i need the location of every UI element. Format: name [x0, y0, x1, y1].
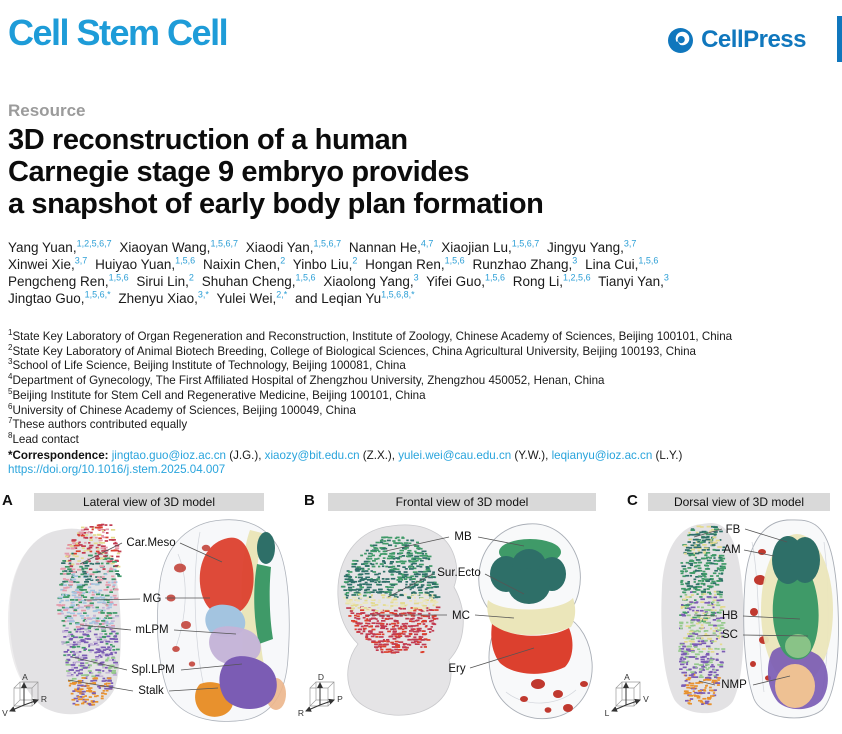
- publisher-name: CellPress: [701, 26, 806, 53]
- accent-bar: [837, 16, 842, 62]
- author: Zhenyu Xiao,3,*: [118, 289, 209, 306]
- author: Hongan Ren,1,5,6: [365, 255, 465, 272]
- panel-title: Frontal view of 3D model: [328, 493, 596, 511]
- doi-line: https://doi.org/10.1016/j.stem.2025.04.0…: [8, 463, 834, 478]
- author: Runzhao Zhang,3: [472, 255, 578, 272]
- affiliation: 2State Key Laboratory of Animal Biotech …: [8, 342, 697, 358]
- figure-1: A Lateral view of 3D model: [0, 492, 842, 734]
- axis-letter: A: [624, 672, 630, 682]
- author: Xiaoyan Wang,1,5,6,7: [119, 238, 238, 255]
- axis-letter: L: [605, 708, 610, 718]
- author: Yinbo Liu,2: [292, 255, 358, 272]
- callout-label: MC: [452, 610, 470, 622]
- point-cloud: [678, 525, 727, 706]
- correspondence-email[interactable]: xiaozy@bit.edu.cn: [264, 448, 360, 462]
- callout-label: MB: [454, 531, 472, 543]
- panel-c: C Dorsal view of 3D model: [602, 492, 842, 734]
- article-type-label: Resource: [8, 101, 86, 120]
- author: Yifei Guo,1,5,6: [426, 272, 505, 289]
- author: Tianyi Yan,3: [598, 272, 669, 289]
- axis-letter: A: [22, 672, 28, 682]
- author: Huiyao Yuan,1,5,6: [95, 255, 196, 272]
- author: Yang Yuan,1,2,5,6,7: [8, 238, 112, 255]
- correspondence-line: *Correspondence: jingtao.guo@ioz.ac.cn (…: [8, 448, 683, 462]
- affiliation: 4Department of Gynecology, The First Aff…: [8, 372, 605, 388]
- author: Xiaojian Lu,1,5,6,7: [441, 238, 540, 255]
- callout-label: FB: [726, 524, 741, 536]
- author-list: Yang Yuan,1,2,5,6,7 Xiaoyan Wang,1,5,6,7…: [8, 239, 834, 307]
- affiliation: 1State Key Laboratory of Organ Regenerat…: [8, 328, 733, 343]
- affiliation: 3School of Life Science, Beijing Institu…: [8, 357, 406, 373]
- author: Rong Li,1,2,5,6: [512, 272, 591, 289]
- doi-link[interactable]: https://doi.org/10.1016/j.stem.2025.04.0…: [8, 463, 226, 477]
- panel-title: Lateral view of 3D model: [34, 493, 264, 511]
- author: Yulei Wei,2,*: [216, 289, 288, 306]
- callout-label: Stalk: [138, 685, 164, 697]
- cellpress-logo-icon: [668, 27, 694, 53]
- author: Jingtao Guo,1,5,6,*: [8, 289, 111, 306]
- point-cloud: [340, 536, 441, 654]
- callout-label: MG: [143, 593, 162, 605]
- panel-a: A Lateral view of 3D model: [0, 492, 296, 734]
- callout-label: SC: [722, 629, 738, 641]
- axis-letter: R: [298, 708, 304, 718]
- author: Jingyu Yang,3,7: [547, 238, 637, 255]
- axis-letter: V: [2, 708, 8, 718]
- article-title: 3D reconstruction of a human Carnegie st…: [8, 124, 544, 220]
- panel-a-figure: Car.Meso MG mLPM Spl.LPM Stalk A: [2, 519, 290, 722]
- callout-label: HB: [722, 610, 738, 622]
- article-meta: 1State Key Laboratory of Organ Regenerat…: [8, 328, 834, 478]
- axis-cube: A V R: [2, 672, 47, 718]
- callout-label: AM: [723, 544, 740, 556]
- affiliation: 5Beijing Institute for Stem Cell and Reg…: [8, 386, 426, 402]
- publisher-logo: CellPress: [667, 26, 806, 54]
- title-line: 3D reconstruction of a human: [8, 124, 408, 156]
- author: Naixin Chen,2: [202, 255, 286, 272]
- axis-letter: R: [41, 694, 47, 704]
- affiliation: 6University of Chinese Academy of Scienc…: [8, 401, 356, 417]
- panel-letter: A: [2, 492, 13, 509]
- panel-letter: C: [627, 492, 638, 509]
- axis-letter: P: [337, 694, 343, 704]
- correspondence-label: *Correspondence:: [8, 448, 109, 462]
- panel-title: Dorsal view of 3D model: [648, 493, 830, 511]
- panel-letter: B: [304, 492, 315, 509]
- affiliation: 7These authors contributed equally: [8, 416, 188, 432]
- axis-cube: D R P: [298, 672, 343, 718]
- correspondence-email[interactable]: leqianyu@ioz.ac.cn: [551, 448, 653, 462]
- author: Pengcheng Ren,1,5,6: [8, 272, 129, 289]
- author: Lina Cui,1,5,6: [585, 255, 659, 272]
- axis-letter: V: [643, 694, 649, 704]
- panel-b-figure: MB Sur.Ecto MC Ery D R P: [298, 523, 593, 720]
- author: Xinwei Xie,3,7: [8, 255, 88, 272]
- callout-label: Car.Meso: [126, 537, 175, 549]
- journal-title: Cell Stem Cell: [8, 12, 229, 53]
- author: Xiaodi Yan,1,5,6,7: [245, 238, 342, 255]
- panel-c-figure: FB AM HB SC NMP A L: [605, 519, 839, 719]
- affiliation-list: 1State Key Laboratory of Organ Regenerat…: [8, 328, 834, 448]
- correspondence-email[interactable]: yulei.wei@cau.edu.cn: [398, 448, 512, 462]
- axis-letter: D: [318, 672, 324, 682]
- callout-label: mLPM: [135, 624, 168, 636]
- author: Shuhan Cheng,1,5,6: [201, 272, 316, 289]
- axis-cube: A L V: [605, 672, 650, 718]
- callout-label: NMP: [721, 679, 747, 691]
- author: Sirui Lin,2: [136, 272, 194, 289]
- title-line: Carnegie stage 9 embryo provides: [8, 156, 470, 188]
- callout-label: Spl.LPM: [131, 664, 174, 676]
- callout-label: Ery: [448, 663, 466, 675]
- callout-label: Sur.Ecto: [437, 567, 480, 579]
- author: and Leqian Yu1,5,6,8,*: [295, 289, 415, 306]
- panel-b: B Frontal view of 3D model: [296, 492, 602, 734]
- author: Xiaolong Yang,3: [323, 272, 419, 289]
- title-line: a snapshot of early body plan formation: [8, 188, 544, 220]
- affiliation: 8Lead contact: [8, 431, 79, 446]
- author: Nannan He,4,7: [348, 238, 434, 255]
- correspondence-email[interactable]: jingtao.guo@ioz.ac.cn: [111, 448, 226, 462]
